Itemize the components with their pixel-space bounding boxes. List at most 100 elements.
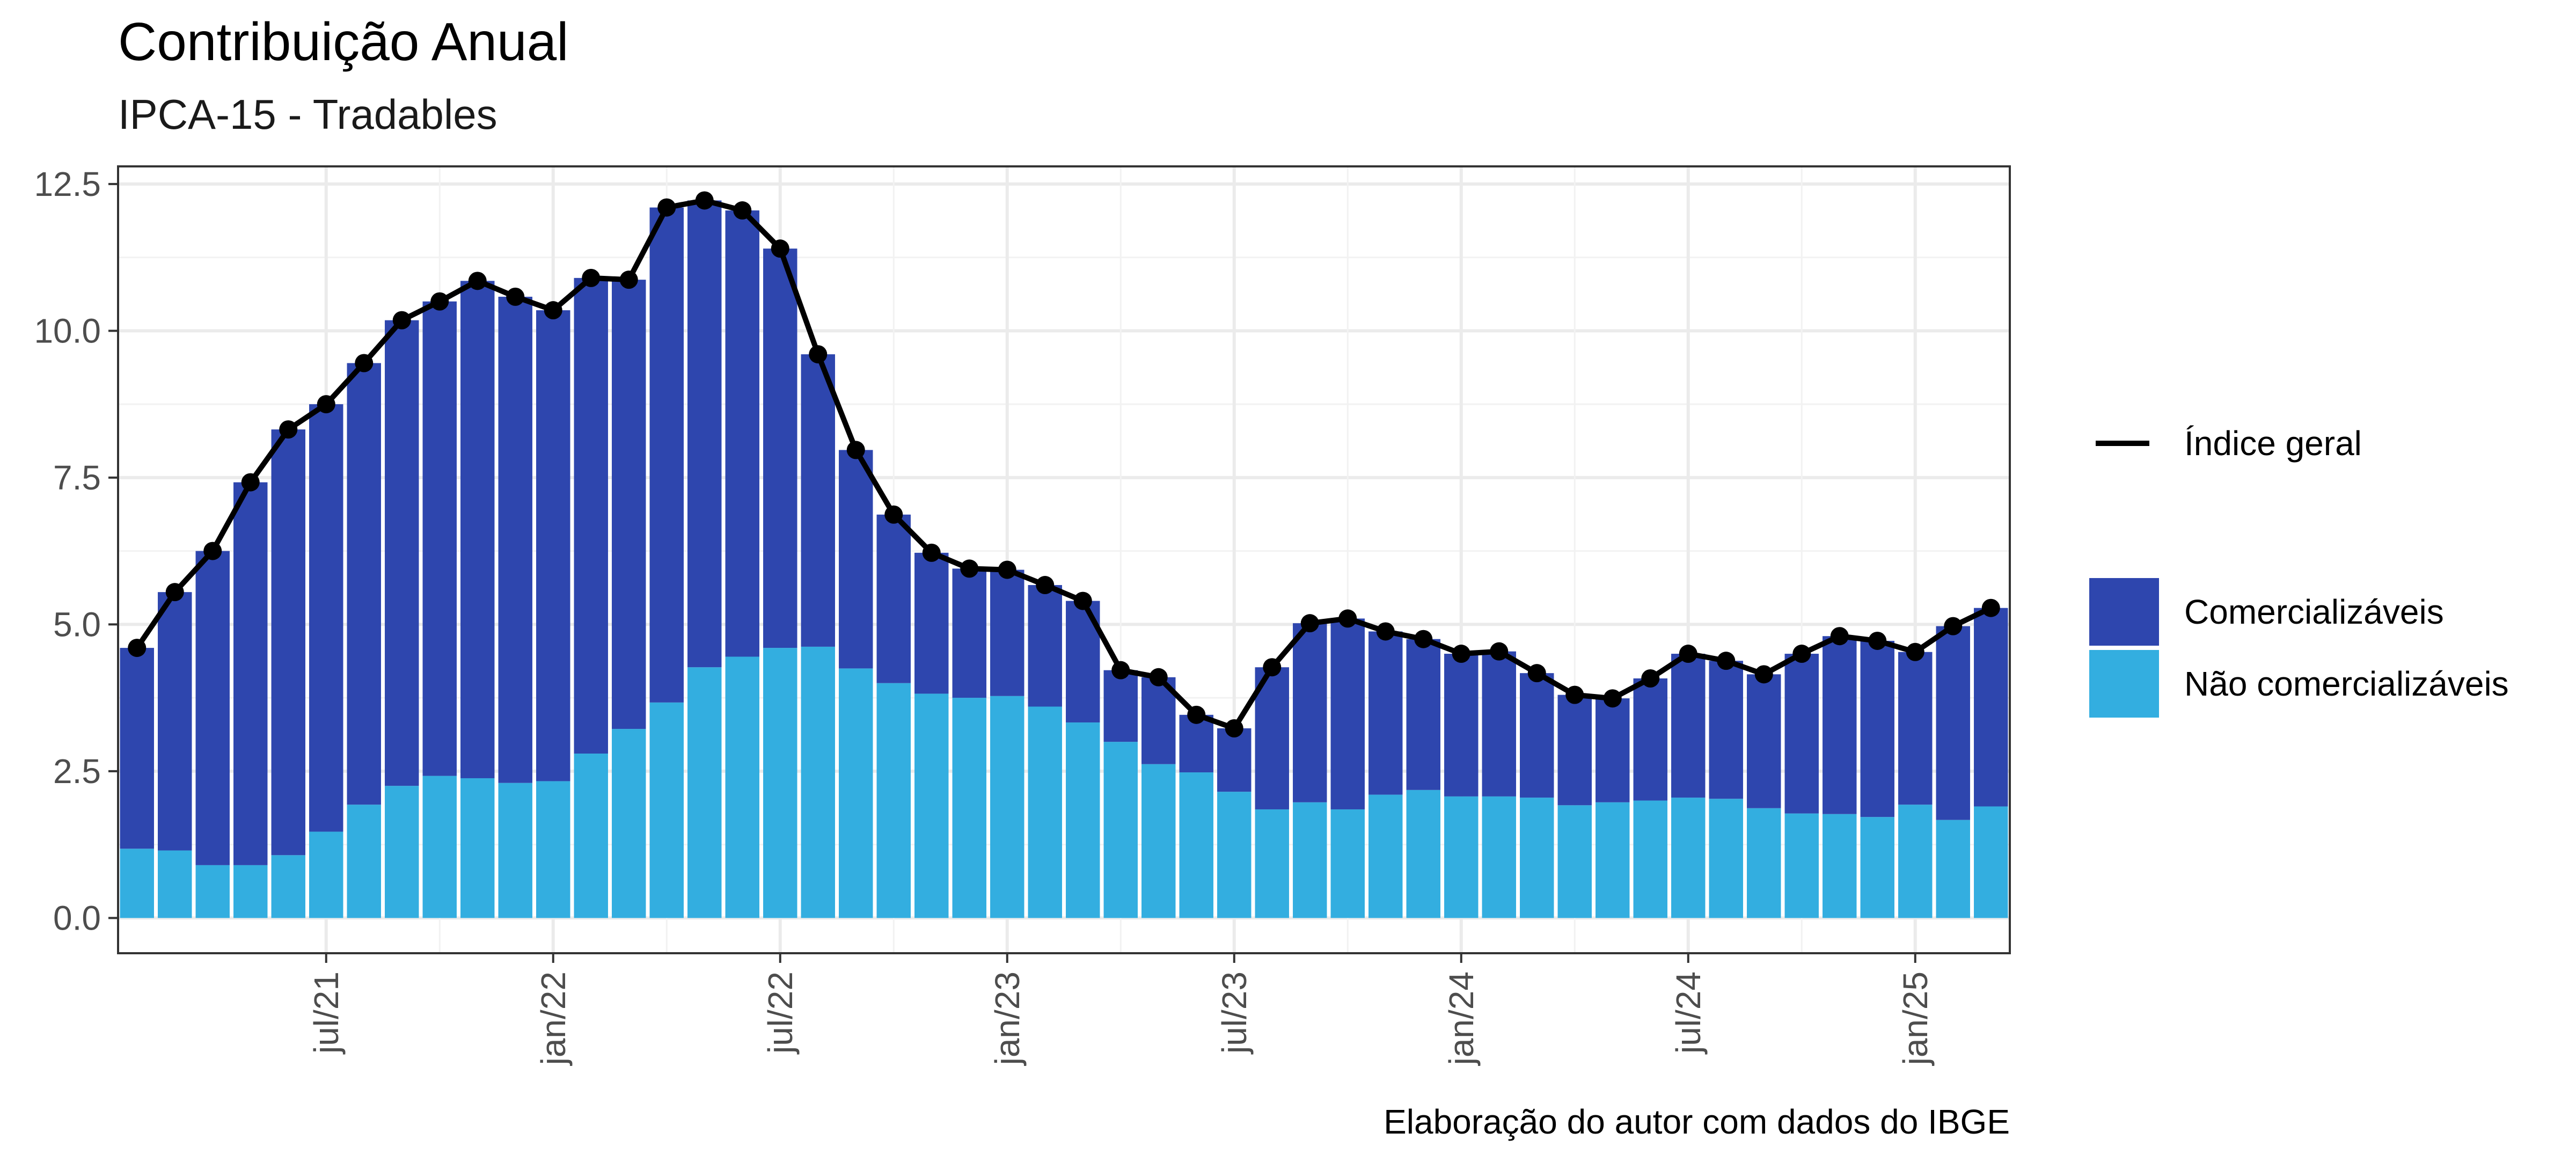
point-indice-geral bbox=[468, 272, 487, 290]
bar-comercializaveis bbox=[1406, 639, 1440, 790]
bar-nao-comercializaveis bbox=[309, 831, 343, 918]
point-indice-geral bbox=[1603, 689, 1622, 708]
point-indice-geral bbox=[1414, 630, 1433, 648]
y-tick-label: 10.0 bbox=[34, 311, 101, 350]
point-indice-geral bbox=[1830, 627, 1849, 646]
x-tick-label: jul/22 bbox=[761, 971, 800, 1055]
point-indice-geral bbox=[1225, 719, 1243, 737]
bar-comercializaveis bbox=[1103, 670, 1138, 742]
bar-nao-comercializaveis bbox=[1103, 742, 1138, 918]
chart-subtitle: IPCA-15 - Tradables bbox=[118, 91, 497, 138]
point-indice-geral bbox=[1527, 664, 1546, 683]
x-tick-label: jan/24 bbox=[1442, 971, 1481, 1066]
point-indice-geral bbox=[582, 268, 601, 287]
bar-comercializaveis bbox=[1293, 623, 1327, 802]
bar-comercializaveis bbox=[839, 450, 873, 669]
bar-nao-comercializaveis bbox=[574, 754, 608, 918]
bar-nao-comercializaveis bbox=[1293, 802, 1327, 918]
bar-comercializaveis bbox=[498, 296, 532, 783]
point-indice-geral bbox=[922, 543, 941, 562]
legend-key-nao-comercializaveis bbox=[2089, 650, 2159, 718]
bar-comercializaveis bbox=[1898, 652, 1933, 805]
bar-comercializaveis bbox=[990, 569, 1024, 696]
bar-nao-comercializaveis bbox=[687, 667, 722, 918]
x-tick-label: jul/24 bbox=[1669, 971, 1708, 1055]
y-tick-label: 0.0 bbox=[53, 898, 101, 937]
bar-comercializaveis bbox=[1974, 608, 2008, 807]
bar-comercializaveis bbox=[1784, 654, 1819, 814]
x-tick-label: jan/23 bbox=[988, 971, 1027, 1066]
point-indice-geral bbox=[392, 311, 411, 330]
bar-comercializaveis bbox=[271, 429, 305, 856]
legend-label-nao-comercializaveis: Não comercializáveis bbox=[2184, 664, 2509, 703]
point-indice-geral bbox=[544, 301, 562, 320]
point-indice-geral bbox=[1868, 631, 1887, 650]
bar-nao-comercializaveis bbox=[1217, 792, 1252, 918]
point-indice-geral bbox=[1906, 642, 1924, 661]
bar-nao-comercializaveis bbox=[385, 786, 419, 918]
point-indice-geral bbox=[1944, 617, 1963, 635]
bar-nao-comercializaveis bbox=[233, 865, 268, 918]
bar-nao-comercializaveis bbox=[1066, 722, 1100, 918]
y-tick-label: 2.5 bbox=[53, 752, 101, 791]
bar-comercializaveis bbox=[422, 301, 457, 776]
bar-nao-comercializaveis bbox=[1823, 814, 1857, 918]
bar-nao-comercializaveis bbox=[1747, 808, 1781, 918]
point-indice-geral bbox=[1452, 645, 1470, 663]
x-tick-label: jan/25 bbox=[1896, 971, 1935, 1066]
bar-nao-comercializaveis bbox=[271, 855, 305, 918]
point-indice-geral bbox=[1792, 645, 1811, 663]
bar-nao-comercializaveis bbox=[1936, 820, 1970, 918]
bar-comercializaveis bbox=[120, 648, 154, 849]
x-tick-label: jan/22 bbox=[534, 971, 573, 1066]
bar-nao-comercializaveis bbox=[195, 865, 230, 918]
bar-comercializaveis bbox=[1444, 654, 1479, 796]
bar-comercializaveis bbox=[1255, 667, 1289, 809]
bar-nao-comercializaveis bbox=[1406, 790, 1440, 918]
bar-comercializaveis bbox=[612, 280, 646, 729]
bar-nao-comercializaveis bbox=[914, 693, 949, 918]
point-indice-geral bbox=[128, 639, 147, 657]
point-indice-geral bbox=[657, 198, 676, 217]
legend-label-indice-geral: Índice geral bbox=[2184, 424, 2362, 463]
bar-nao-comercializaveis bbox=[1596, 802, 1630, 918]
bar-nao-comercializaveis bbox=[158, 850, 192, 918]
legend-key-comercializaveis bbox=[2089, 578, 2159, 646]
bar-nao-comercializaveis bbox=[1028, 706, 1062, 918]
bar-nao-comercializaveis bbox=[498, 783, 532, 918]
bar-comercializaveis bbox=[1330, 618, 1365, 809]
bar-comercializaveis bbox=[1671, 654, 1706, 798]
bar-nao-comercializaveis bbox=[1368, 794, 1403, 918]
y-tick-label: 12.5 bbox=[34, 165, 101, 203]
bars-layer bbox=[120, 200, 2008, 918]
bar-nao-comercializaveis bbox=[1482, 796, 1516, 918]
bar-nao-comercializaveis bbox=[1179, 772, 1213, 918]
point-indice-geral bbox=[1981, 598, 2000, 617]
point-indice-geral bbox=[884, 505, 903, 524]
bar-comercializaveis bbox=[1860, 640, 1894, 817]
point-indice-geral bbox=[430, 292, 449, 311]
y-tick-label: 7.5 bbox=[53, 458, 101, 497]
bar-comercializaveis bbox=[876, 514, 911, 683]
bar-nao-comercializaveis bbox=[801, 646, 835, 918]
bar-nao-comercializaveis bbox=[612, 729, 646, 918]
bar-comercializaveis bbox=[158, 592, 192, 851]
bar-comercializaveis bbox=[801, 354, 835, 647]
point-indice-geral bbox=[1376, 622, 1395, 641]
chart-title: Contribuição Anual bbox=[118, 12, 568, 72]
point-indice-geral bbox=[1036, 576, 1055, 595]
bar-nao-comercializaveis bbox=[460, 778, 495, 918]
point-indice-geral bbox=[1111, 661, 1130, 679]
point-indice-geral bbox=[1490, 642, 1509, 661]
bar-nao-comercializaveis bbox=[1330, 809, 1365, 918]
bar-nao-comercializaveis bbox=[763, 648, 797, 918]
point-indice-geral bbox=[279, 420, 298, 439]
point-indice-geral bbox=[1641, 669, 1660, 688]
point-indice-geral bbox=[317, 395, 335, 414]
point-indice-geral bbox=[1187, 705, 1206, 724]
point-indice-geral bbox=[1073, 591, 1092, 610]
bar-comercializaveis bbox=[649, 207, 684, 703]
bar-nao-comercializaveis bbox=[347, 805, 381, 918]
bar-nao-comercializaveis bbox=[876, 683, 911, 918]
